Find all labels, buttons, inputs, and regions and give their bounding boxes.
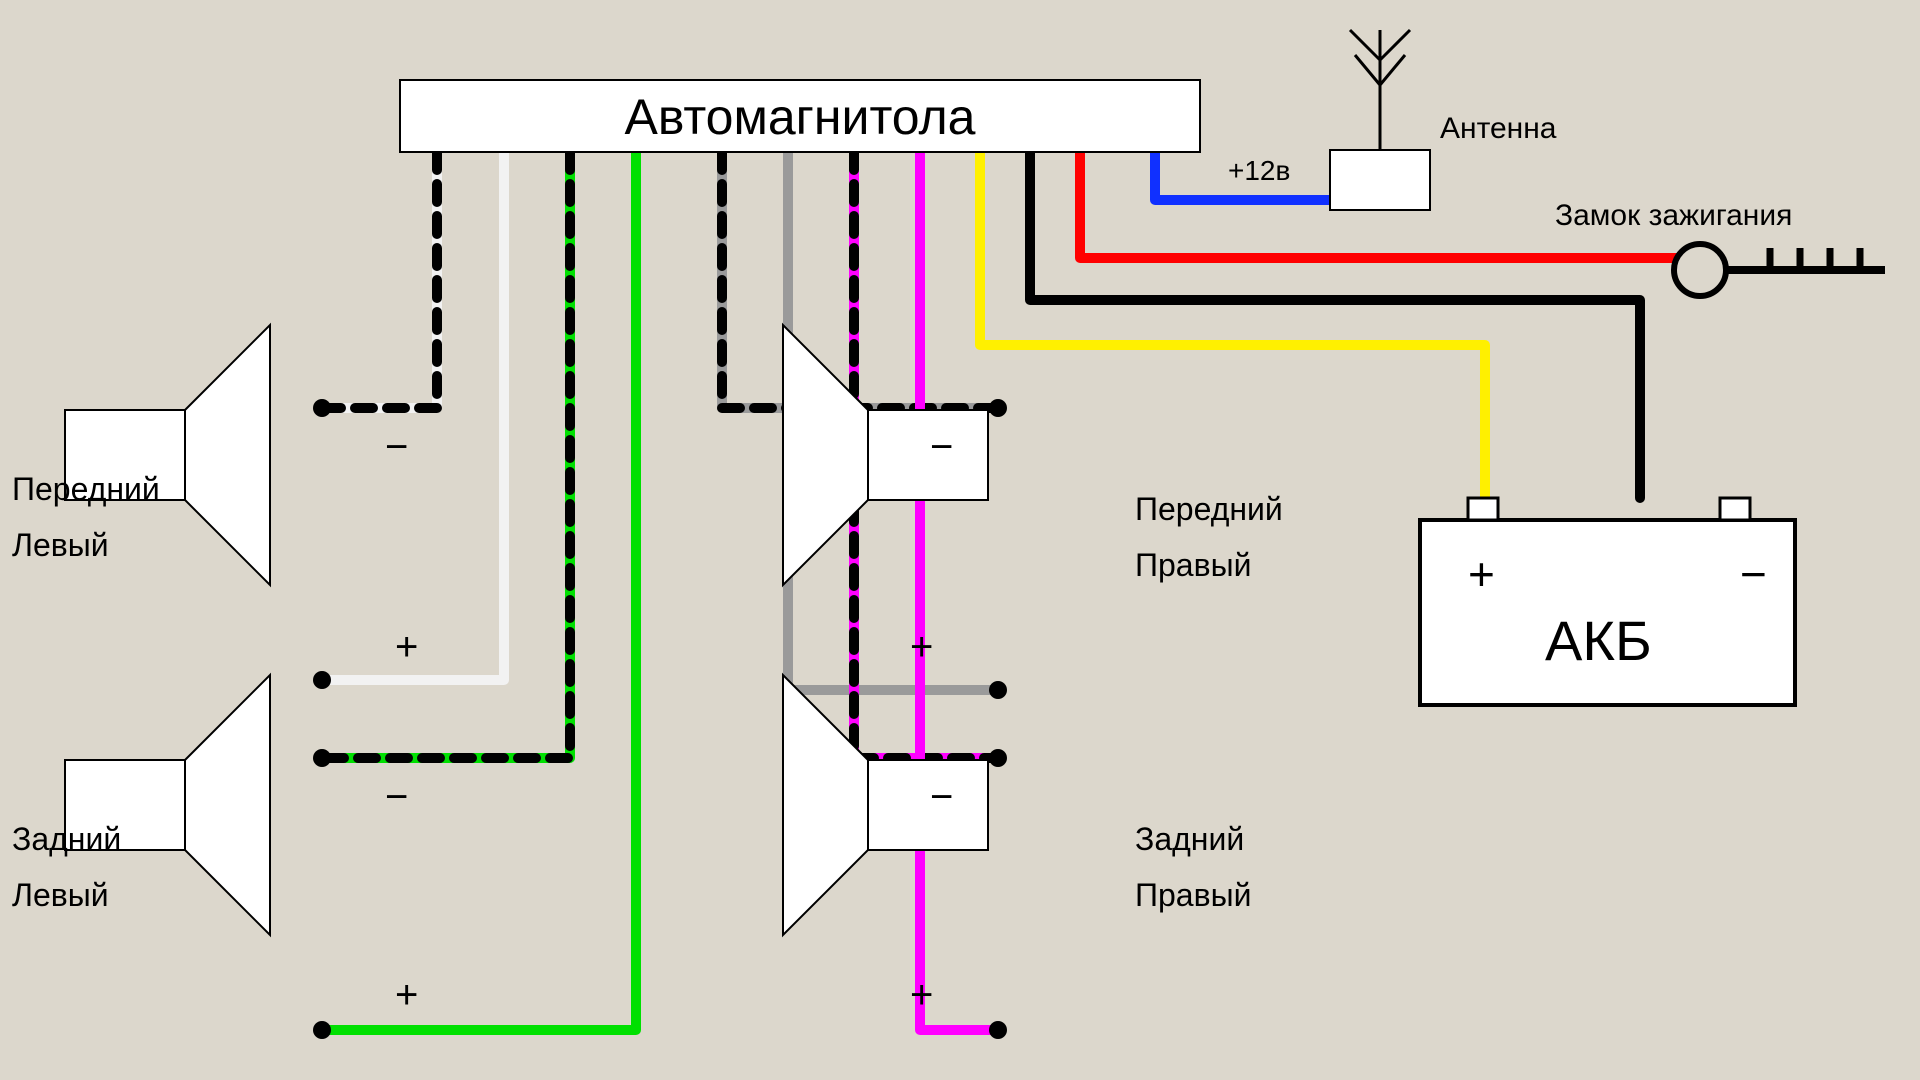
speaker-label: Передний [1135,491,1283,527]
wire-terminal [989,681,1007,699]
speaker-label: Задний [1135,821,1244,857]
label-12v: +12в [1228,155,1290,186]
battery-minus: − [1740,548,1767,600]
polarity-mark: − [385,425,408,469]
battery-plus: + [1468,548,1495,600]
wire-terminal [313,671,331,689]
antenna-label: Антенна [1440,112,1557,145]
wire-terminal [989,749,1007,767]
polarity-mark: + [395,625,418,669]
antenna-amp [1330,150,1430,210]
ignition-label: Замок зажигания [1555,199,1792,232]
speaker-magnet [868,760,988,850]
wire-terminal [313,399,331,417]
key-bow [1674,244,1726,296]
battery-label: АКБ [1545,609,1652,672]
wire-terminal [313,1021,331,1039]
speaker-label: Передний [12,471,160,507]
speaker-label: Правый [1135,877,1251,913]
polarity-mark: − [385,775,408,819]
speaker-label: Левый [12,527,109,563]
polarity-mark: − [930,425,953,469]
polarity-mark: + [910,973,933,1017]
speaker-label: Правый [1135,547,1251,583]
speaker-label: Левый [12,877,109,913]
wire-terminal [313,749,331,767]
wire-terminal [989,399,1007,417]
speaker-label: Задний [12,821,121,857]
battery-terminal [1720,498,1750,520]
wire-terminal [989,1021,1007,1039]
speaker-magnet [868,410,988,500]
polarity-mark: − [930,775,953,819]
battery-terminal [1468,498,1498,520]
head-unit-label: Автомагнитола [625,89,976,145]
polarity-mark: + [910,625,933,669]
polarity-mark: + [395,973,418,1017]
